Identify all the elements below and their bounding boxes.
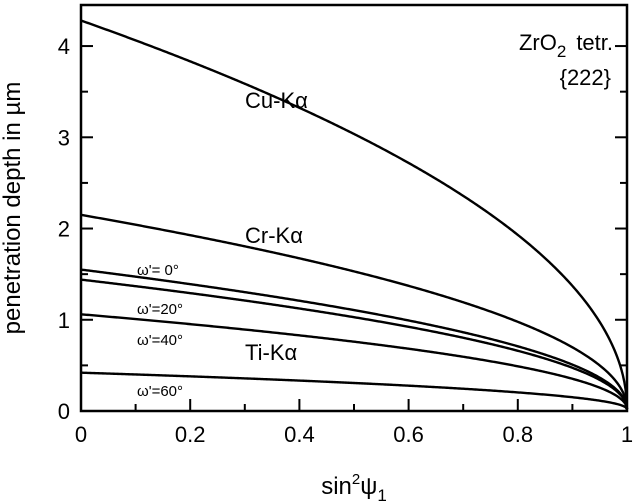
series-label-ti-ka: Ti-Kα	[245, 340, 298, 365]
tick-labels: 0 0.2 0.4 0.6 0.8 1 0 1 2 3 4	[58, 34, 633, 447]
ticks	[80, 45, 628, 412]
series-label-omega-40: ω'=40°	[137, 332, 183, 349]
y-tick-label: 4	[58, 34, 70, 59]
y-tick-label: 0	[58, 399, 70, 424]
reflection-annotation: {222}	[560, 65, 611, 90]
x-tick-label: 0.2	[175, 422, 206, 447]
x-tick-label: 0.8	[503, 422, 534, 447]
series-line-5	[80, 371, 628, 410]
series-line-2	[80, 268, 629, 410]
x-tick-label: 0.4	[284, 422, 315, 447]
series-label-cu-ka: Cu-Kα	[245, 88, 308, 113]
series-line-4	[80, 313, 629, 410]
plot-frame	[79, 3, 629, 413]
x-axis-label: sin2ψ1	[321, 471, 387, 501]
y-tick-label: 2	[58, 217, 70, 242]
x-tick-label: 0.6	[393, 422, 424, 447]
y-tick-label: 1	[58, 308, 70, 333]
series-line-0	[80, 19, 629, 410]
series-label-omega-0: ω'= 0°	[137, 262, 179, 279]
material-annotation: ZrO2 tetr.	[519, 30, 613, 61]
series-line-3	[80, 278, 629, 410]
series-label-omega-60: ω'=60°	[137, 383, 183, 400]
x-tick-label: 1	[621, 422, 633, 447]
series-label-cr-ka: Cr-Kα	[245, 223, 303, 248]
series-label-omega-20: ω'=20°	[137, 301, 183, 318]
y-axis-label: penetration depth in µm	[0, 82, 26, 335]
y-tick-label: 3	[58, 125, 70, 150]
curves	[80, 19, 629, 410]
x-tick-label: 0	[75, 422, 87, 447]
series-line-1	[80, 213, 629, 410]
